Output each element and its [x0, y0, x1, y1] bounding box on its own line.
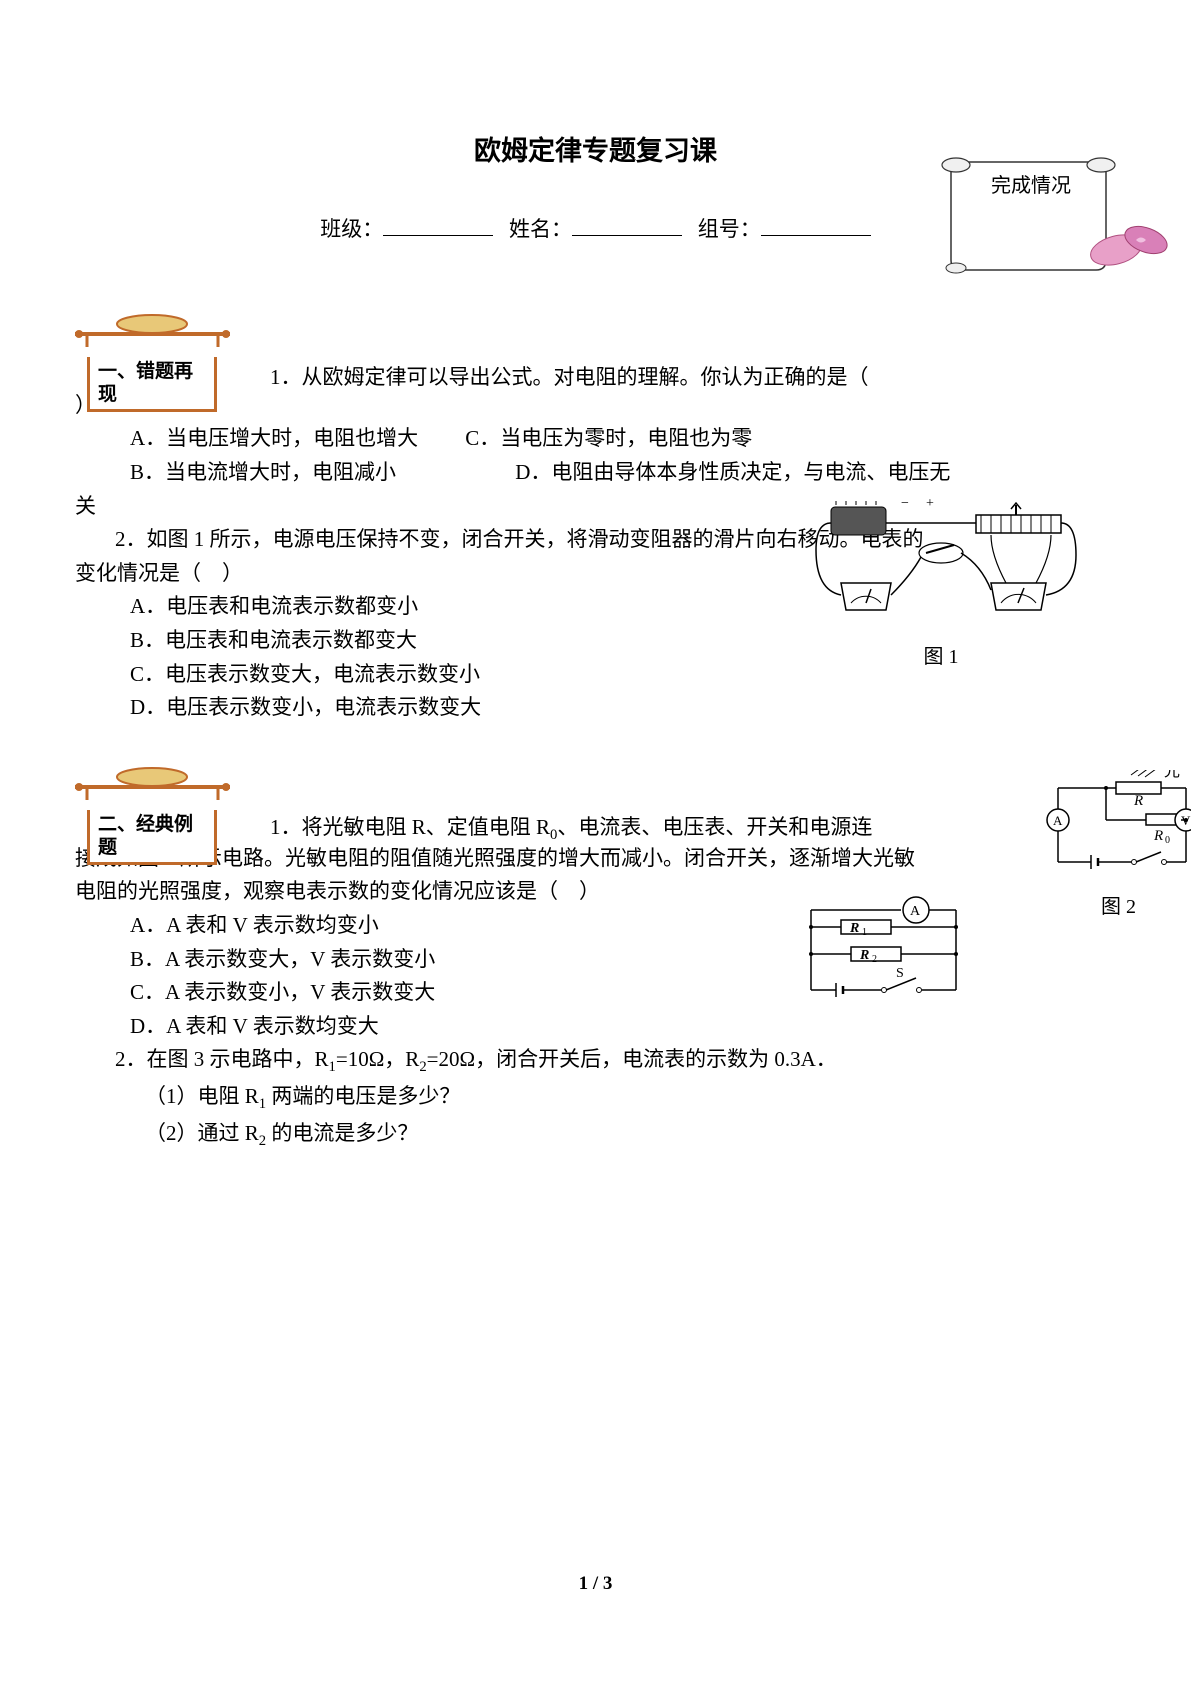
figure1-circuit: −+ 图 1 [796, 495, 1086, 630]
fig2-R0sub: 0 [1165, 835, 1170, 846]
s2q2-subq1-p2: 两端的电压是多少？ [266, 1084, 460, 1108]
s2q2-p3: =20Ω，闭合开关后，电流表的示数为 0.3A． [427, 1047, 837, 1071]
fig2-R: R [1133, 793, 1143, 809]
fig2-A: A [1053, 813, 1063, 828]
s2q1-optD: D．A 表和 V 表示数均变大 [130, 1010, 1116, 1044]
svg-text:−: − [901, 496, 909, 511]
name-blank[interactable] [572, 214, 682, 236]
fig2-light-text: 光 [1164, 770, 1180, 780]
fig3-S: S [896, 966, 904, 981]
s1q1-optB: B．当电流增大时，电阻减小 [130, 456, 510, 490]
s2q2-sub1: 1 [329, 1059, 336, 1075]
group-label: 组号： [698, 217, 761, 241]
s2q2-subq1-sub: 1 [259, 1096, 266, 1112]
svg-text:+: + [926, 496, 934, 511]
group-blank[interactable] [761, 214, 871, 236]
section1-heading-l2: 现 [98, 384, 117, 405]
pink-roll-decoration [1086, 215, 1176, 270]
s1q1-optC: C．当电压为零时，电阻也为零 [465, 426, 752, 450]
section2-heading-l1: 二、经典例 [98, 814, 193, 835]
s2q1-rest1: 、电流表、电压表、开关和电源连 [557, 815, 872, 839]
s2q1-stem-lead: 1．将光敏电阻 R、定值电阻 R [270, 815, 550, 839]
figure2-circuit: 光 R R0 A V 图 2 [1046, 770, 1191, 900]
s2q2-subq2-p2: 的电流是多少？ [266, 1121, 418, 1145]
fig3-A: A [910, 904, 921, 919]
name-label: 姓名： [509, 217, 572, 241]
s2q2-subq2-sub: 2 [259, 1133, 266, 1149]
fig3-R1: R [849, 921, 859, 936]
s2q2-p2: =10Ω，R [336, 1047, 419, 1071]
figure2-label: 图 2 [1046, 891, 1191, 923]
s1q2-optD: D．电压表示数变小，电流表示数变大 [130, 691, 1116, 725]
section1-heading-l1: 一、错题再 [98, 361, 193, 382]
s1q1-stem: 1．从欧姆定律可以导出公式。对电阻的理解。你认为正确的是（ [270, 365, 869, 389]
section2-banner: 二、经典例 题 [75, 765, 230, 850]
s2q2-sub2: 2 [419, 1059, 426, 1075]
fig3-R2: R [859, 948, 869, 963]
fig3-R1sub: 1 [862, 927, 867, 938]
section1-banner: 一、错题再 现 [75, 312, 230, 397]
page-number: 1 / 3 [0, 1569, 1191, 1599]
class-label: 班级： [320, 217, 383, 241]
completion-label: 完成情况 [991, 170, 1071, 202]
figure1-label: 图 1 [796, 641, 1086, 673]
s2q2-p1: 2．在图 3 示电路中，R [115, 1047, 329, 1071]
s1q1-optA: A．当电压增大时，电阻也增大 [130, 422, 460, 456]
class-blank[interactable] [383, 214, 493, 236]
section2-heading-l2: 题 [98, 837, 117, 858]
s2q2-subq1-p1: （1）电阻 R [145, 1084, 259, 1108]
s2q2-subq2-p1: （2）通过 R [145, 1121, 259, 1145]
s1q1-optD-p1: D．电阻由导体本身性质决定，与电流、电压无 [515, 460, 950, 484]
figure3-circuit: A R1 R2 S [796, 895, 971, 1005]
fig2-R0: R [1153, 828, 1163, 844]
fig3-R2sub: 2 [872, 954, 877, 965]
